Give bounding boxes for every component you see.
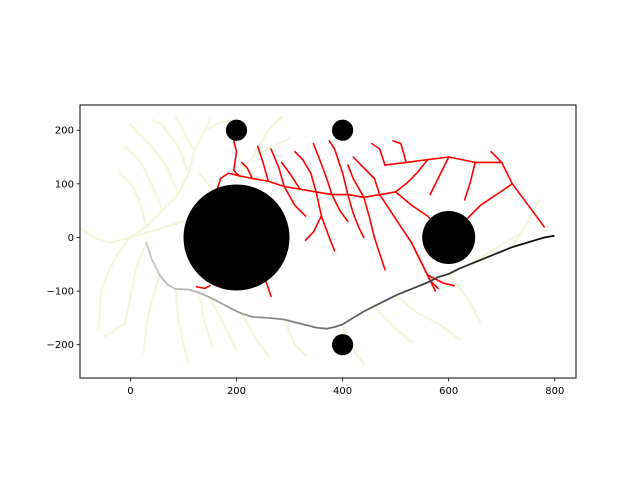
tree-left-layer [81,115,541,365]
tree-left-branch [341,323,365,365]
tree-left-branch [118,172,148,228]
y-tick-label: 100 [55,179,74,190]
obstacle-circle [183,184,290,291]
tree-right-branch [410,242,439,290]
y-tick-label: −200 [47,340,74,351]
tree-left-branch [174,115,196,153]
tree-right-branch [270,148,286,188]
tree-right-branch [429,156,450,196]
obstacle-circle [332,119,354,141]
tree-right-branch [195,284,211,290]
plot-area-background [80,105,576,378]
tree-left-branch [240,312,270,357]
tree-left-branch [203,118,238,132]
tree-right-branch [392,140,408,164]
tree-left-branch [511,198,541,249]
tree-left-branch [198,291,214,349]
tree-right-branch [293,150,317,193]
x-tick-label: 0 [127,386,133,397]
path-layer [145,234,555,330]
tree-left-branch [142,273,161,354]
tree-left-branch [283,318,307,357]
tree-left-branch [102,241,148,338]
tree-right-branch [256,145,270,182]
tree-right-branch [283,185,307,217]
x-axis: 0 200 400 600 800 [127,378,564,397]
tree-left-branch [150,118,190,175]
tree-right-branch [352,156,381,196]
tree-right-branch [312,142,333,196]
x-tick-label: 800 [545,386,564,397]
tree-right-branch [463,161,477,201]
obstacle-circle [422,211,476,264]
y-axis: −200 −100 0 100 200 [47,126,80,351]
x-tick-label: 200 [227,386,246,397]
tree-left-branch [208,296,238,352]
y-tick-label: −100 [47,287,74,298]
plot-frame [79,104,577,379]
tree-right-branch [219,172,240,180]
x-tick-label: 600 [439,386,458,397]
tree-right-branch [304,215,323,241]
tree-left-branch [468,233,519,266]
tree-right-branch [280,161,301,190]
y-tick-label: 0 [68,233,74,244]
tree-left-branch [394,294,461,341]
obstacle-layer [183,119,476,356]
x-tick-label: 400 [333,386,352,397]
obstacle-circle [225,119,248,141]
tree-right-branch [384,156,503,166]
y-tick-label: 200 [55,126,74,137]
tree-left-branch [174,287,190,365]
tree-left-branch [447,272,482,325]
tree-right-branch [347,193,365,239]
tree-right-branch [331,193,349,223]
tree-right-branch [328,140,349,196]
tree-right-branch [370,142,386,166]
tree-right-branch [426,274,455,287]
tree-left-branch [81,228,132,244]
tree-left-branch [129,118,212,239]
tree-right-branch [362,196,386,271]
tree-right-branch [241,161,254,180]
tree-left-branch [97,236,132,330]
tree-left-branch [373,305,413,344]
tree-right-branch [233,140,238,172]
tree-right-branch [347,164,365,199]
obstacle-circle [332,334,354,356]
tree-left-branch [123,145,164,212]
tree-left-branch [129,123,180,196]
tree-right-branch [315,191,336,252]
solution-path [145,234,555,330]
